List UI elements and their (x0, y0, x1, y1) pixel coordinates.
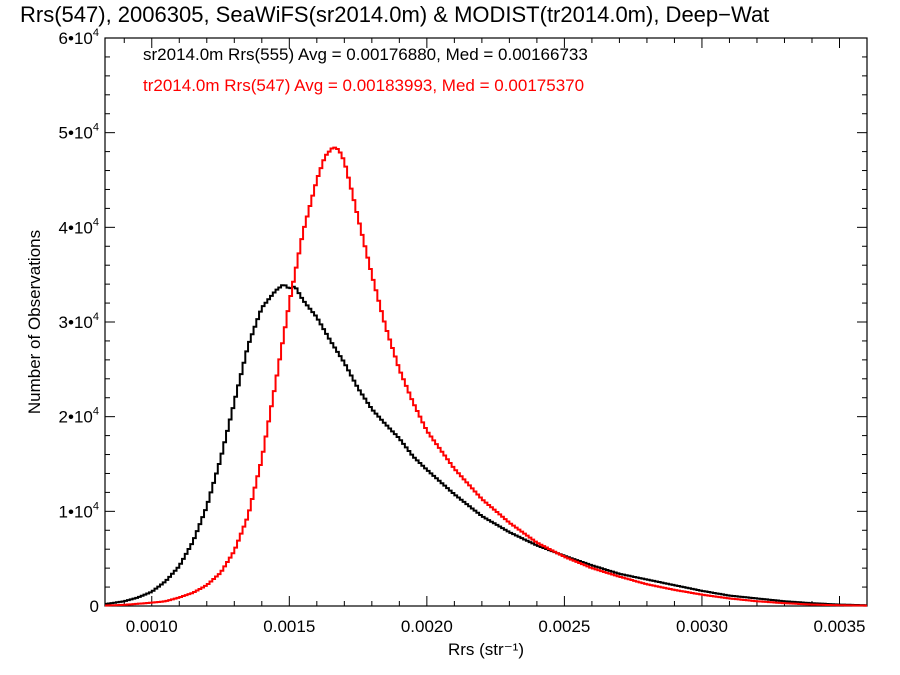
x-tick-label: 0.0015 (263, 617, 315, 636)
plot-frame (104, 37, 868, 607)
legend-entry-black: sr2014.0m Rrs(555) Avg = 0.00176880, Med… (143, 45, 588, 64)
y-tick-label: 1•104 (59, 500, 99, 521)
x-tick-label: 0.0020 (401, 617, 453, 636)
plot-area: 0.0010 0.0015 0.0020 0.0025 0.0030 0.0035 0 1•… (59, 27, 868, 636)
legend-entry-red: tr2014.0m Rrs(547) Avg = 0.00183993, Med… (143, 76, 584, 95)
series-layer (105, 146, 867, 607)
y-tick-label: 5•104 (59, 122, 99, 143)
y-tick-label: 2•104 (59, 406, 99, 427)
y-axis: 0 1•104 2•104 3•104 4•104 5•104 6•104 (59, 27, 867, 616)
x-axis: 0.0010 0.0015 0.0020 0.0025 0.0030 0.0035 (123, 38, 868, 636)
x-tick-label: 0.0030 (676, 617, 728, 636)
chart-title: Rrs(547), 2006305, SeaWiFS(sr2014.0m) & … (20, 2, 769, 27)
y-tick-label: 4•104 (59, 216, 99, 237)
series-line-sr2014 (105, 284, 867, 607)
y-tick-label: 0 (90, 597, 99, 616)
y-tick-label: 3•104 (59, 311, 99, 332)
y-axis-title: Number of Observations (25, 230, 44, 414)
y-tick-label: 6•104 (59, 27, 99, 48)
x-axis-title: Rrs (str⁻¹) (448, 640, 524, 659)
x-tick-label: 0.0035 (813, 617, 865, 636)
series-line-tr2014 (105, 146, 867, 607)
x-tick-label: 0.0025 (538, 617, 590, 636)
x-tick-label: 0.0010 (126, 617, 178, 636)
